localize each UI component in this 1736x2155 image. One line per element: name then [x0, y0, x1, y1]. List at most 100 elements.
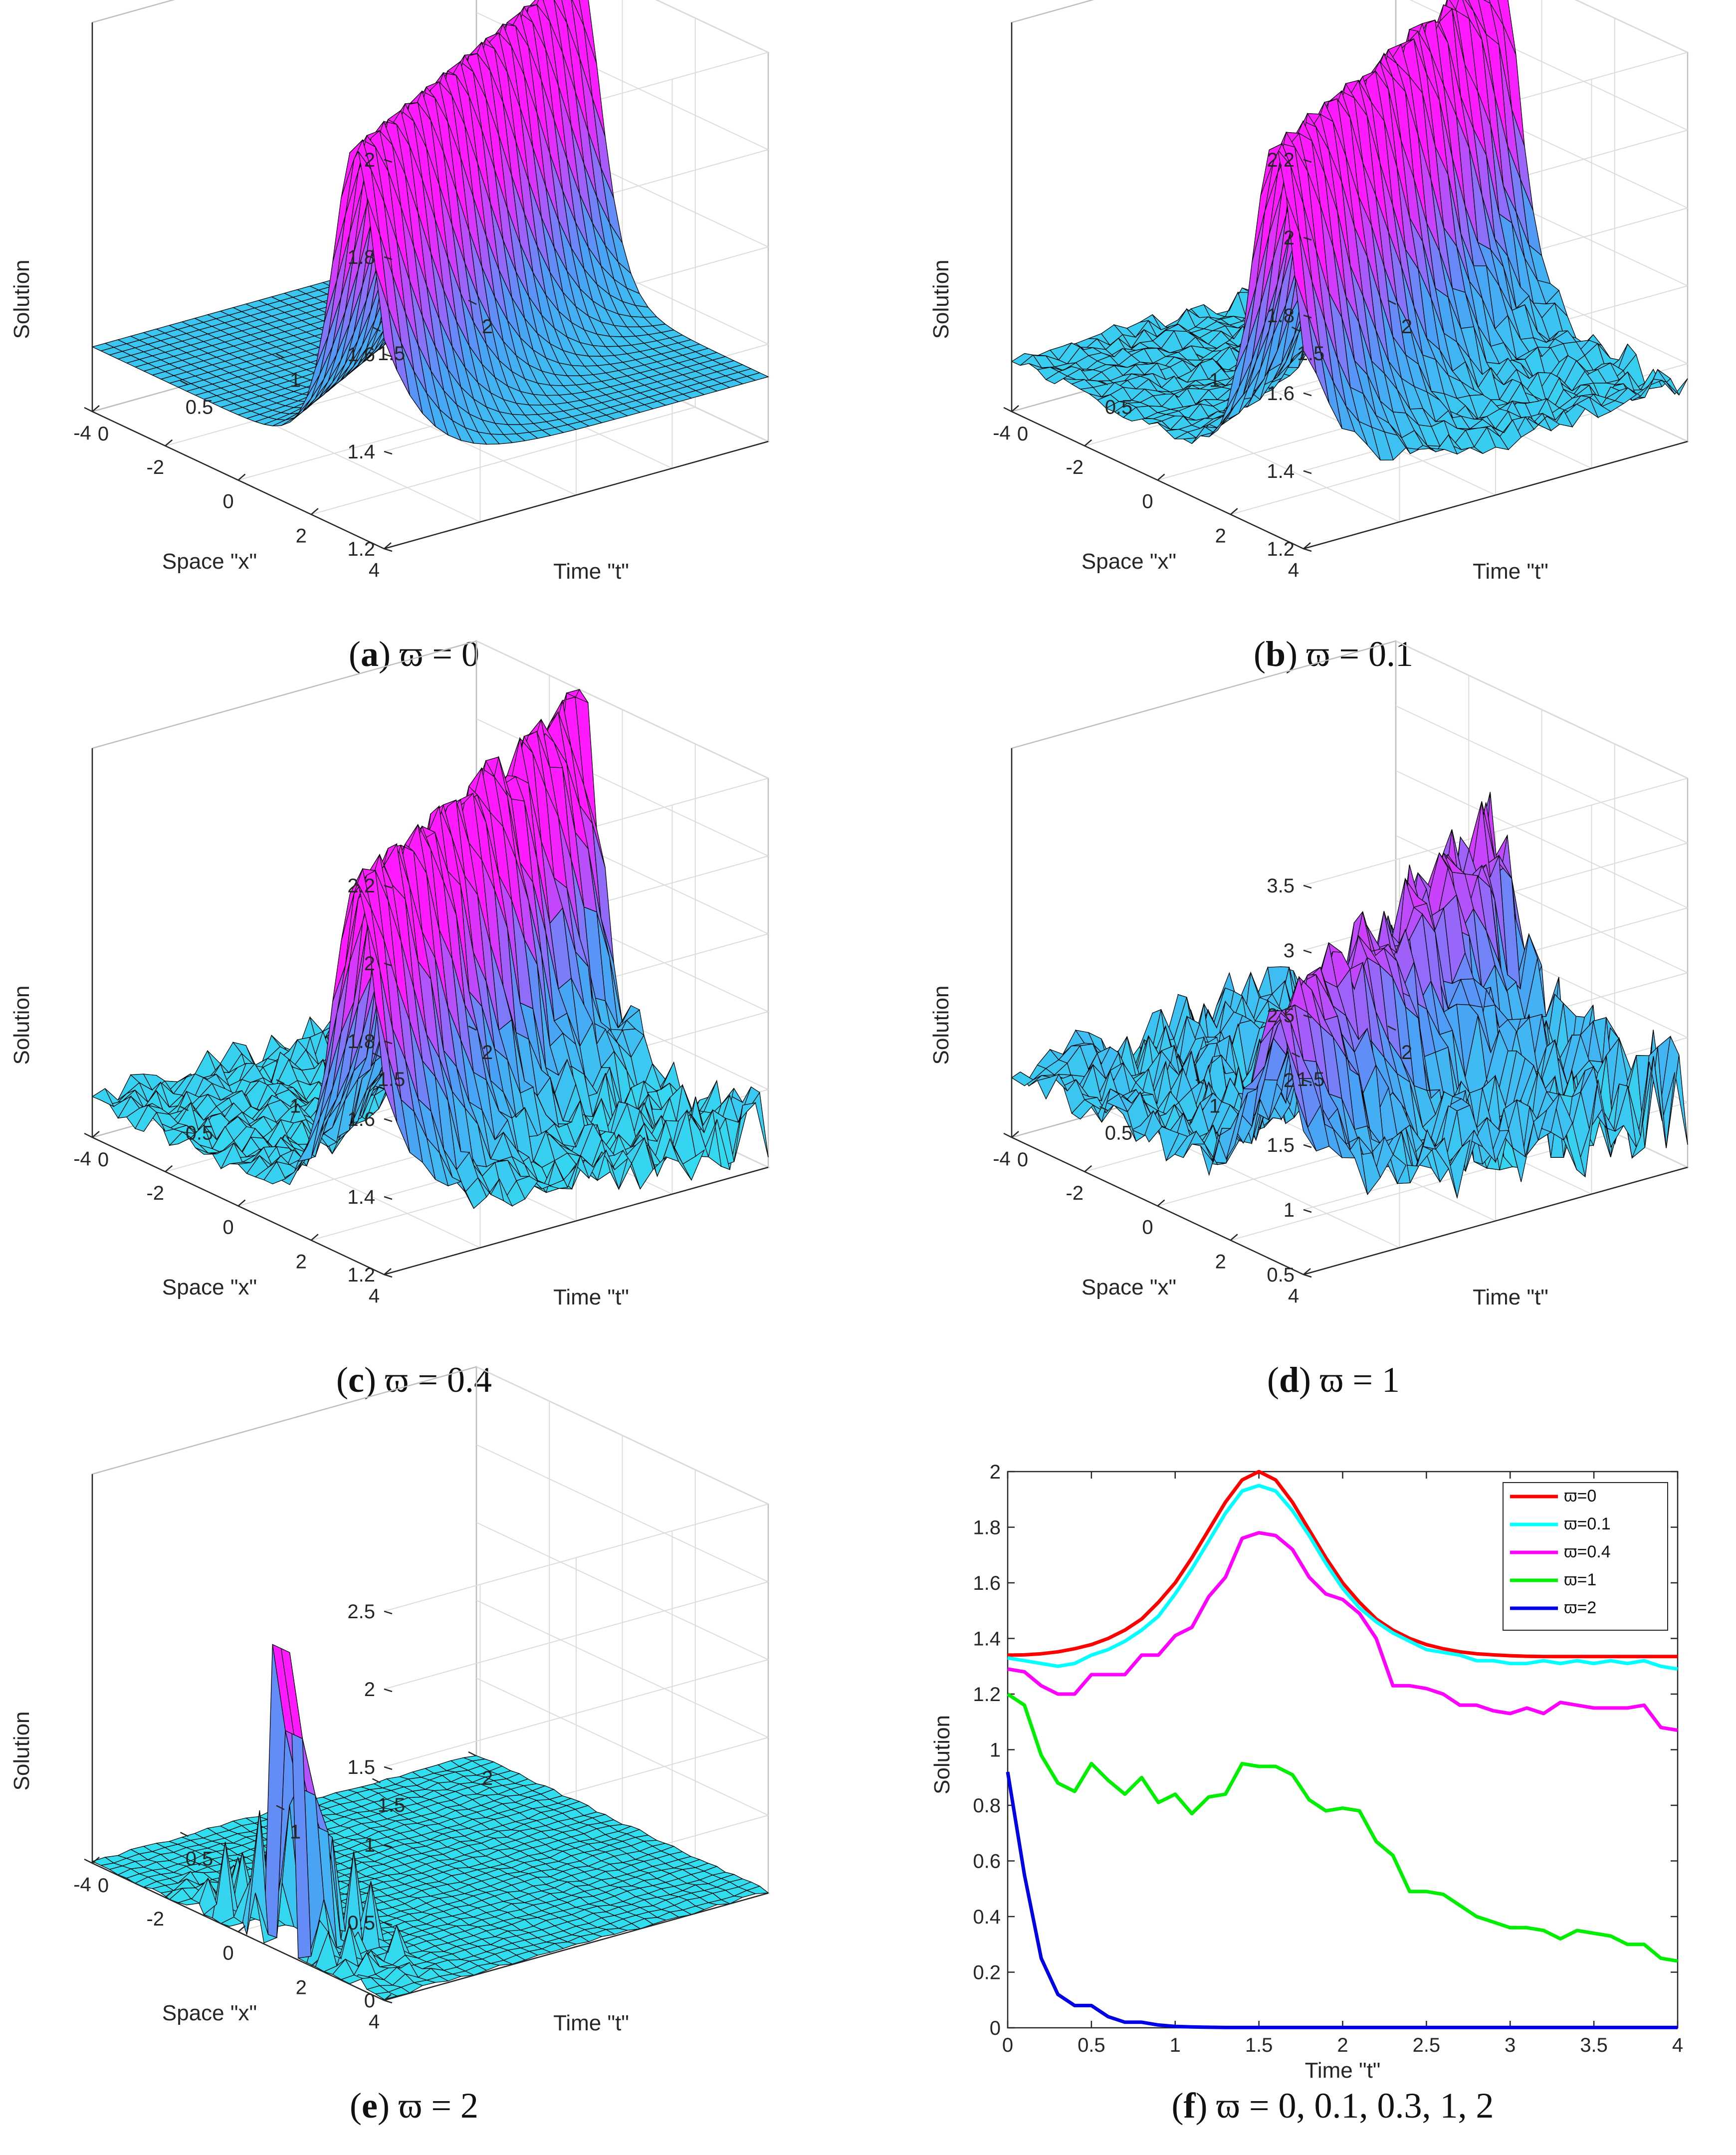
z-tick-label: 1.6: [347, 1108, 375, 1130]
caption-paren-close: ): [379, 634, 391, 674]
surface-face: [1468, 0, 1487, 34]
z-tick-label: 2: [364, 953, 375, 975]
t-tick-label: 2: [1401, 1042, 1412, 1064]
x-tick-label: 0: [1142, 1217, 1153, 1239]
x-tick-label: -4: [993, 422, 1011, 444]
z-tick-label: 2.2: [1267, 149, 1295, 171]
z-tick-label: 1.8: [1267, 305, 1295, 327]
caption-paren-close: ): [1299, 1360, 1311, 1400]
z-tick-label: 1.4: [347, 441, 375, 463]
caption-letter: b: [1266, 634, 1286, 674]
panel-caption: (d) ϖ = 1: [1267, 1360, 1400, 1400]
x-tick-label: -4: [993, 1148, 1011, 1170]
t-tick-label: 0: [1017, 1149, 1028, 1171]
x-tick-label: 0: [1142, 491, 1153, 513]
surface-face: [554, 0, 567, 23]
x-axis-label: Space "x": [162, 549, 257, 574]
surface-face: [579, 0, 597, 64]
caption-omega: ϖ = 1: [1311, 1360, 1400, 1400]
z-axis-label: Solution: [929, 985, 953, 1065]
surface-face: [561, 0, 580, 58]
x-tick-label: 4: [369, 559, 380, 581]
z-tick-label: 1.4: [1267, 460, 1295, 482]
x-axis-label: Space "x": [162, 1275, 257, 1299]
caption-paren-close: ): [364, 1360, 376, 1400]
caption-letter: c: [348, 1360, 364, 1400]
z-axis-label: Solution: [9, 259, 34, 339]
z-tick-label: 1.2: [347, 538, 375, 560]
t-tick-label: 2: [482, 1042, 493, 1064]
t-tick-label: 0.5: [1105, 1122, 1133, 1144]
x-tick-label: 2: [1215, 525, 1226, 547]
t-tick-label: 2: [482, 316, 493, 338]
x-tick-label: 4: [1288, 1285, 1299, 1307]
caption-paren-open: (: [336, 1360, 348, 1400]
z-tick-label: 1.5: [1267, 1134, 1295, 1156]
panel-caption: (b) ϖ = 0.1: [1254, 634, 1413, 674]
t-tick-label: 0: [1017, 423, 1028, 445]
t-axis-label: Time "t": [1473, 559, 1548, 584]
t-tick-label: 0: [98, 1149, 109, 1171]
z-tick-label: 1.8: [347, 246, 375, 268]
z-tick-label: 1.8: [347, 1031, 375, 1053]
surface-face: [91, 343, 115, 352]
x-tick-label: -4: [73, 422, 91, 444]
z-tick-label: 1.6: [1267, 383, 1295, 405]
z-tick-label: 2: [364, 149, 375, 171]
t-tick-label: 0.5: [186, 1122, 214, 1144]
z-tick-label: 2: [1284, 227, 1295, 249]
t-tick-label: 2: [1401, 316, 1412, 338]
caption-paren-open: (: [1254, 634, 1266, 674]
z-axis-label: Solution: [9, 985, 34, 1065]
t-tick-label: 1: [290, 1095, 301, 1117]
z-tick-label: 1.2: [347, 1264, 375, 1286]
x-tick-label: -2: [1066, 1182, 1084, 1204]
z-axis-label: Solution: [929, 259, 953, 339]
panel-caption: (a) ϖ = 0: [349, 634, 479, 674]
surface-face: [572, 0, 584, 26]
x-tick-label: -2: [146, 1182, 164, 1204]
t-tick-label: 0: [98, 423, 109, 445]
t-tick-label: 1.5: [1297, 343, 1325, 365]
x-tick-label: 4: [1288, 559, 1299, 581]
x-tick-label: 0: [222, 1217, 233, 1239]
z-tick-label: 1.6: [347, 344, 375, 366]
z-tick-label: 3.5: [1267, 875, 1295, 897]
panel-caption: (c) ϖ = 0.4: [336, 1360, 492, 1400]
x-axis-label: Space "x": [1082, 1275, 1176, 1299]
z-tick-label: 2: [1284, 1070, 1295, 1091]
z-tick-label: 2.2: [347, 875, 375, 897]
t-tick-label: 1.5: [378, 1069, 406, 1090]
t-axis-line: [384, 440, 769, 550]
x-tick-label: 4: [369, 1285, 380, 1307]
x-axis-label: Space "x": [1082, 549, 1176, 574]
caption-paren-close: ): [1286, 634, 1298, 674]
caption-omega: ϖ = 0: [391, 634, 479, 674]
t-axis-label: Time "t": [553, 1285, 629, 1309]
t-tick-label: 0.5: [186, 396, 214, 418]
caption-letter: d: [1279, 1360, 1299, 1400]
surface-mesh: [1011, 0, 1688, 461]
t-axis-label: Time "t": [553, 559, 629, 584]
t-tick-label: 0.5: [1105, 396, 1133, 418]
x-tick-label: 0: [222, 491, 233, 513]
caption-paren-open: (: [1267, 1360, 1279, 1400]
z-tick-label: 2.5: [1267, 1005, 1295, 1027]
x-tick-label: 2: [296, 525, 307, 547]
x-tick-label: -4: [73, 1148, 91, 1170]
surface-face: [1498, 0, 1517, 55]
t-tick-label: 1: [1209, 1095, 1220, 1117]
x-tick-label: -2: [1066, 456, 1084, 478]
x-tick-label: -2: [146, 456, 164, 478]
z-tick-label: 1: [1284, 1199, 1295, 1221]
caption-omega: ϖ = 0.4: [376, 1360, 492, 1400]
z-tick-label: 0.5: [1267, 1264, 1295, 1286]
t-tick-label: 1: [1209, 370, 1220, 392]
surface-mesh: [91, 0, 769, 445]
